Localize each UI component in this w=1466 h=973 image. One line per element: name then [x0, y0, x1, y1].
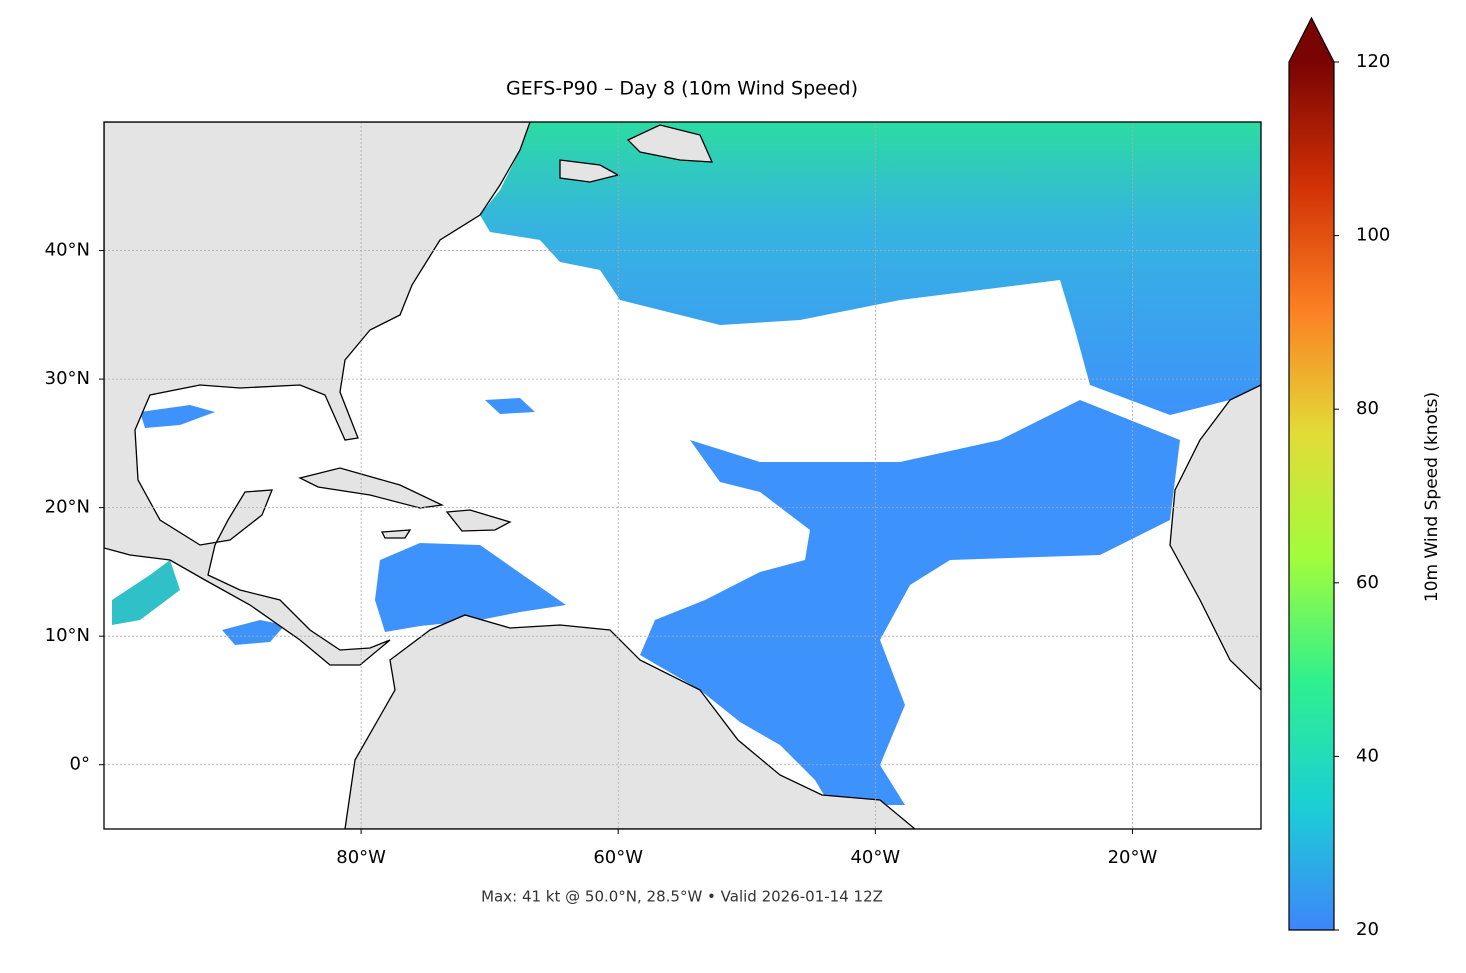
land [298, 467, 445, 509]
x-tick-label: 20°W [1108, 847, 1158, 868]
chart-title: GEFS-P90 – Day 8 (10m Wind Speed) [506, 78, 858, 100]
footnote: Max: 41 kt @ 50.0°N, 28.5°W • Valid 2026… [481, 888, 883, 906]
land [380, 529, 412, 539]
x-tick-label: 40°W [850, 847, 900, 868]
colorbar-tick-label: 40 [1356, 745, 1379, 766]
y-tick-label: 20°N [45, 497, 90, 518]
wind-region [222, 620, 285, 645]
wind-region [112, 560, 180, 625]
y-tick-label: 10°N [45, 625, 90, 646]
wind-region [480, 122, 1261, 415]
y-tick-label: 40°N [45, 240, 90, 261]
land [104, 122, 531, 666]
colorbar-tick-label: 60 [1356, 572, 1379, 593]
land [626, 124, 714, 163]
colorbar-tick-label: 20 [1356, 919, 1379, 940]
wind-region [640, 400, 1180, 805]
colorbar [1289, 62, 1334, 930]
colorbar-label: 10m Wind Speed (knots) [1422, 392, 1442, 602]
colorbar-extend [1289, 18, 1334, 62]
y-tick-label: 0° [70, 754, 90, 775]
x-tick-label: 80°W [336, 847, 386, 868]
colorbar-tick-label: 80 [1356, 398, 1379, 419]
axes-frame [103, 121, 1262, 830]
wind-region [140, 405, 215, 428]
colorbar-tick-label: 120 [1356, 51, 1390, 72]
x-tick-label: 60°W [593, 847, 643, 868]
y-tick-label: 30°N [45, 368, 90, 389]
colorbar-tick-label: 100 [1356, 225, 1390, 246]
colorbar-frame [1288, 16, 1335, 931]
wind-region [375, 543, 566, 632]
land [445, 509, 512, 532]
wind-region [485, 398, 535, 414]
map-area [104, 122, 1261, 829]
land [559, 159, 620, 183]
land [1169, 384, 1261, 691]
land [344, 614, 917, 829]
